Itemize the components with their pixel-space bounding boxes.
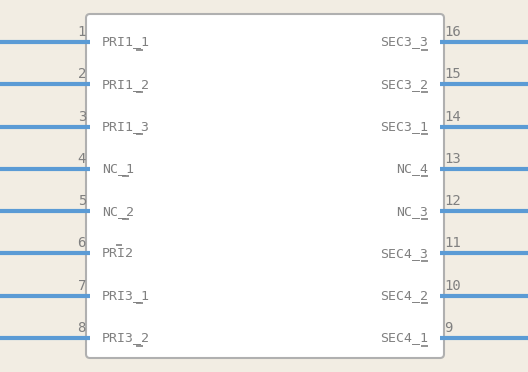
FancyBboxPatch shape <box>86 14 444 358</box>
Text: 11: 11 <box>444 237 461 250</box>
Text: NC_2: NC_2 <box>102 205 134 218</box>
Text: SEC3_1: SEC3_1 <box>380 120 428 133</box>
Text: SEC3_2: SEC3_2 <box>380 78 428 91</box>
Text: NC_1: NC_1 <box>102 162 134 175</box>
Text: 6: 6 <box>78 237 86 250</box>
Text: 10: 10 <box>444 279 461 293</box>
Text: SEC4_2: SEC4_2 <box>380 289 428 302</box>
Text: 1: 1 <box>78 25 86 39</box>
Text: 2: 2 <box>78 67 86 81</box>
Text: 12: 12 <box>444 194 461 208</box>
Text: 14: 14 <box>444 110 461 124</box>
Text: 3: 3 <box>78 110 86 124</box>
Text: NC_4: NC_4 <box>396 162 428 175</box>
Text: PRI1_3: PRI1_3 <box>102 120 150 133</box>
Text: 5: 5 <box>78 194 86 208</box>
Text: PRI3_1: PRI3_1 <box>102 289 150 302</box>
Text: PRI3_2: PRI3_2 <box>102 331 150 344</box>
Text: SEC3_3: SEC3_3 <box>380 35 428 48</box>
Text: NC_3: NC_3 <box>396 205 428 218</box>
Text: SEC4_1: SEC4_1 <box>380 331 428 344</box>
Text: 4: 4 <box>78 152 86 166</box>
Text: PRI1_1: PRI1_1 <box>102 35 150 48</box>
Text: 15: 15 <box>444 67 461 81</box>
Text: PRI1_2: PRI1_2 <box>102 78 150 91</box>
Text: 7: 7 <box>78 279 86 293</box>
Text: 9: 9 <box>444 321 452 335</box>
Text: 16: 16 <box>444 25 461 39</box>
Text: PRI2: PRI2 <box>102 247 134 260</box>
Text: 8: 8 <box>78 321 86 335</box>
Text: SEC4_3: SEC4_3 <box>380 247 428 260</box>
Text: 13: 13 <box>444 152 461 166</box>
